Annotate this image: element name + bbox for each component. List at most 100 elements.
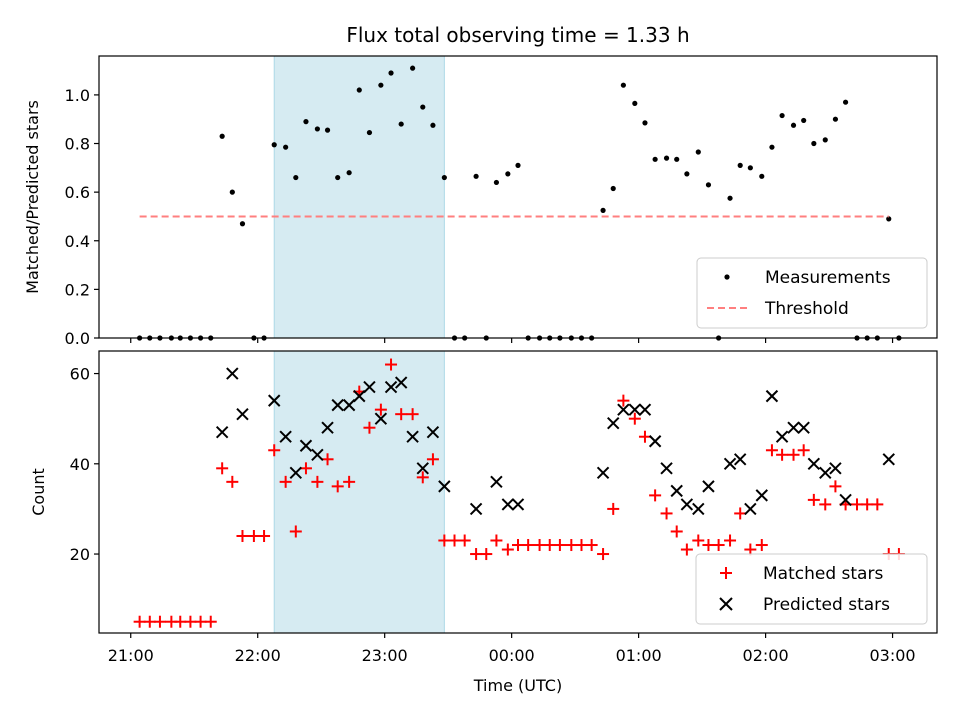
- matched-point: [321, 453, 334, 466]
- legend-measurements-marker: [724, 274, 730, 280]
- matched-point: [871, 498, 884, 511]
- bottom-y-tick-label: 40: [70, 455, 90, 474]
- bottom-y-tick-label: 60: [70, 365, 90, 384]
- measurement-point: [473, 173, 479, 179]
- predicted-point: [279, 430, 292, 443]
- legend-predicted-label: Predicted stars: [763, 595, 890, 615]
- measurement-point: [219, 133, 225, 139]
- matched-point: [724, 534, 737, 547]
- predicted-point: [628, 403, 642, 416]
- predicted-point: [765, 389, 779, 403]
- measurement-point: [271, 142, 277, 148]
- top-y-tick-label: 0.6: [65, 183, 90, 202]
- predicted-point: [353, 389, 366, 403]
- matched-point: [851, 498, 864, 511]
- predicted-point: [311, 448, 324, 461]
- predicted-point: [787, 421, 800, 434]
- matched-point: [617, 394, 630, 407]
- predicted-point: [755, 489, 768, 502]
- measurement-point: [430, 122, 436, 128]
- matched-point: [426, 453, 439, 466]
- measurement-point: [663, 155, 670, 161]
- top-y-tick-label: 0.2: [65, 280, 90, 299]
- matched-point: [153, 615, 166, 628]
- matched-point: [807, 493, 820, 506]
- matched-point: [258, 529, 271, 542]
- measurement-point: [335, 174, 341, 181]
- measurement-point: [366, 129, 373, 136]
- matched-point: [553, 539, 566, 552]
- predicted-point: [617, 403, 630, 416]
- matched-point: [692, 534, 705, 547]
- x-tick-label: 21:00: [108, 646, 154, 665]
- matched-point: [533, 539, 546, 552]
- predicted-point: [807, 457, 821, 471]
- matched-point: [660, 507, 673, 520]
- top-legend-box: [696, 257, 928, 329]
- matched-point: [289, 525, 302, 538]
- matched-point: [184, 615, 197, 628]
- measurement-point: [505, 171, 511, 177]
- measurement-point: [610, 185, 616, 192]
- top-plot-frame: [98, 55, 938, 339]
- matched-point: [565, 539, 578, 552]
- predicted-point: [226, 367, 239, 380]
- matched-point: [797, 444, 810, 457]
- predicted-point: [342, 398, 356, 412]
- matched-point: [501, 543, 514, 556]
- matched-point: [861, 498, 874, 511]
- matched-point: [490, 534, 503, 547]
- measurement-point: [642, 120, 648, 126]
- bottom-shaded-region: [273, 350, 445, 634]
- x-tick-label: 23:00: [362, 646, 408, 665]
- matched-point: [458, 534, 471, 547]
- matched-point: [470, 548, 483, 561]
- top-panel: Flux total observing time = 1.33 h Match…: [23, 23, 938, 348]
- measurement-point: [410, 65, 416, 71]
- x-tick-label: 03:00: [870, 646, 916, 665]
- measurement-point: [515, 162, 521, 168]
- matched-point: [204, 615, 217, 628]
- predicted-point: [236, 407, 249, 421]
- matched-point: [522, 539, 535, 552]
- measurement-point: [759, 173, 765, 179]
- predicted-point: [723, 457, 737, 471]
- x-tick-label: 22:00: [235, 646, 281, 665]
- matched-point: [448, 534, 461, 547]
- predicted-point: [289, 466, 303, 480]
- measurement-point: [790, 122, 797, 128]
- x-tick-label: 01:00: [616, 646, 662, 665]
- series-matched-stars: [133, 358, 905, 628]
- x-tick-label: 02:00: [743, 646, 789, 665]
- measurement-point: [229, 189, 235, 195]
- predicted-point: [406, 430, 419, 443]
- predicted-point: [374, 412, 388, 425]
- predicted-point: [680, 498, 694, 511]
- matched-point: [174, 615, 187, 628]
- measurement-point: [293, 174, 299, 181]
- matched-point: [628, 412, 641, 425]
- bottom-plot-frame: [98, 350, 938, 634]
- measurement-point: [600, 207, 606, 213]
- predicted-point: [215, 426, 229, 439]
- predicted-point: [490, 475, 503, 489]
- measurement-point: [239, 221, 246, 227]
- matched-point: [607, 502, 620, 515]
- matched-point: [279, 475, 292, 488]
- measurement-point: [303, 119, 309, 125]
- matched-point: [829, 480, 842, 493]
- predicted-point: [331, 398, 344, 412]
- matched-point: [374, 403, 387, 416]
- x-tick-label: 00:00: [489, 646, 535, 665]
- top-y-tick-label: 0.4: [65, 232, 90, 251]
- predicted-point: [321, 421, 334, 434]
- matched-point: [343, 475, 356, 488]
- predicted-point: [819, 466, 832, 480]
- measurement-point: [779, 112, 785, 119]
- measurement-point: [705, 182, 712, 188]
- matched-point: [216, 462, 229, 475]
- measurement-point: [737, 162, 743, 168]
- matched-point: [331, 480, 344, 493]
- measurement-point: [324, 127, 331, 133]
